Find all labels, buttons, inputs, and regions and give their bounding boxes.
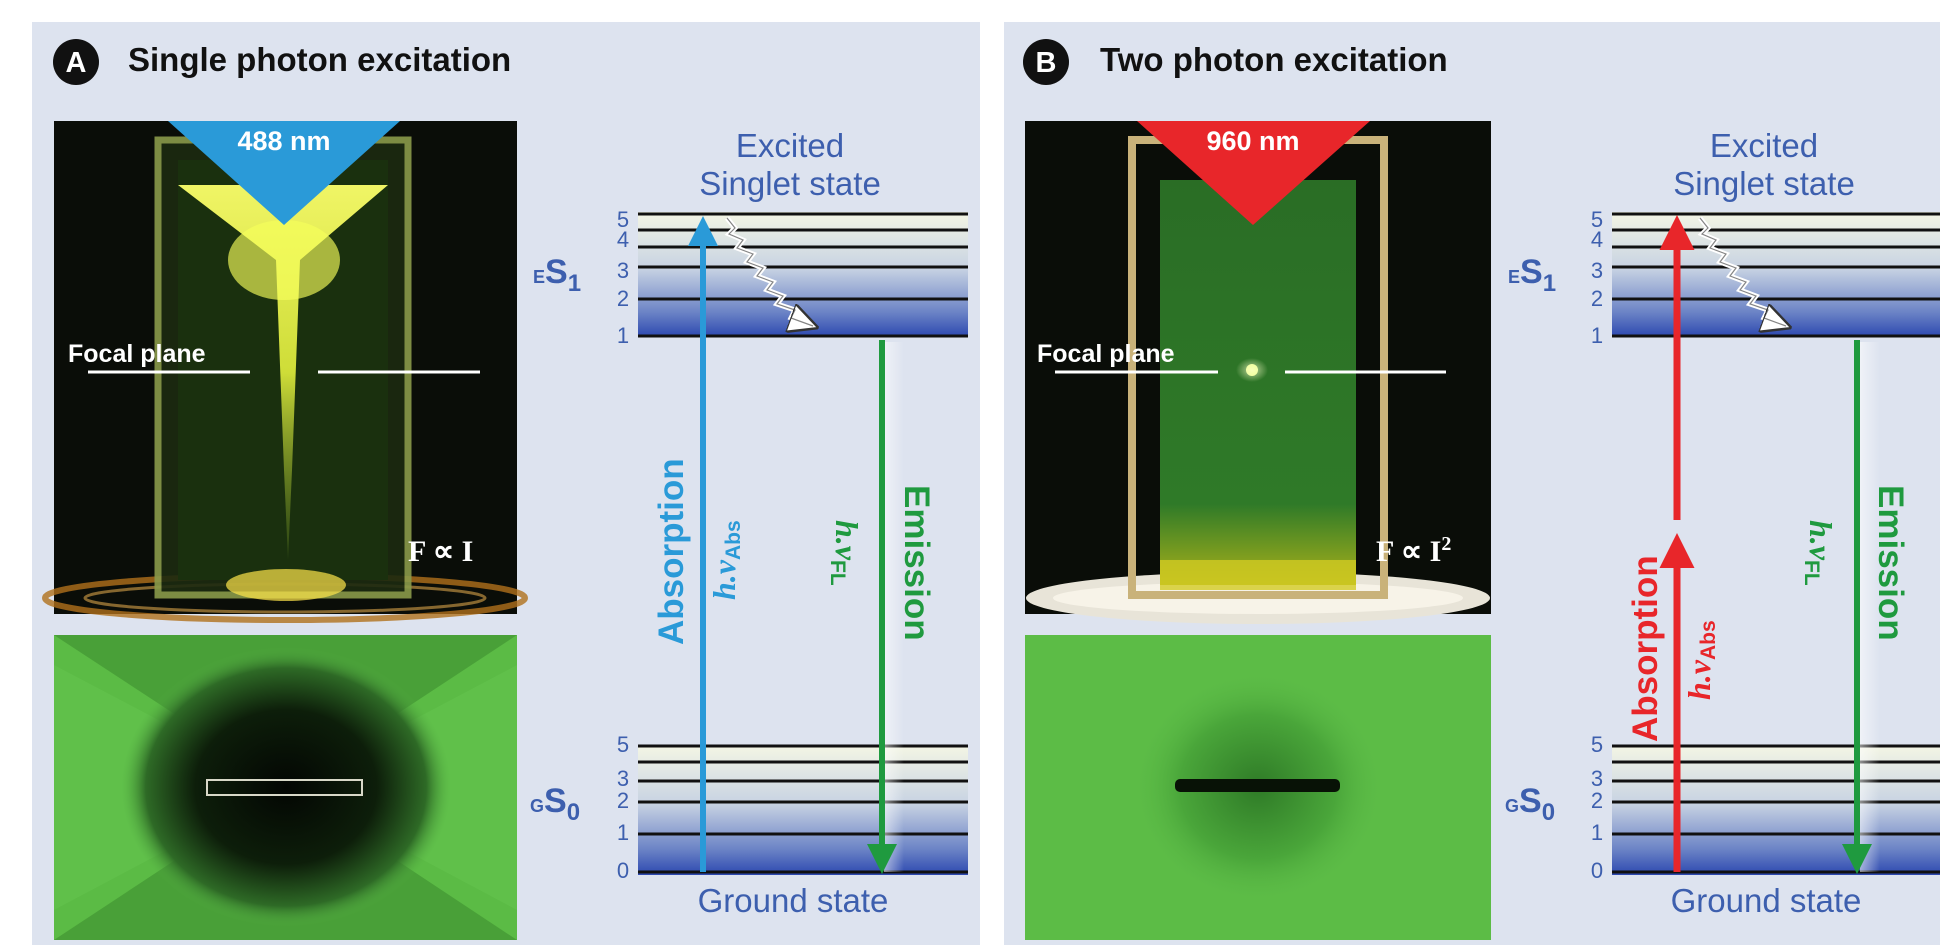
absorption-label-b: Absorption xyxy=(1626,555,1665,742)
relation-a: F ∝ I xyxy=(408,535,473,568)
s1-level-1-a: 1 xyxy=(617,323,629,348)
s0-level-1-b: 1 xyxy=(1591,820,1603,845)
s0-level-0-a: 0 xyxy=(617,858,629,883)
s0-level-2-b: 2 xyxy=(1591,788,1603,813)
s0-band-b xyxy=(1612,745,1940,875)
s0-levels-b xyxy=(1612,744,1940,874)
panel-b-psf-image xyxy=(1025,635,1491,940)
panel-a-cuvette-photo: 488 nm Focal plane F ∝ I xyxy=(42,121,528,623)
panel-a: A Single photon excitation 488 nm Focal … xyxy=(32,22,980,945)
svg-text:B: B xyxy=(1036,47,1057,79)
panel-b-energy-diagram: Excited Singlet state 5 4 3 2 1 ES1 xyxy=(1505,127,1940,919)
emission-label-a: Emission xyxy=(897,485,936,641)
hv-fl-label-a: h.νFL xyxy=(826,520,865,586)
s1-symbol-a: ES1 xyxy=(533,253,581,297)
s1-level-3-a: 3 xyxy=(617,258,629,283)
panel-b-cuvette-photo: 960 nm Focal plane F ∝ I2 xyxy=(1025,121,1491,624)
focal-plane-label-a: Focal plane xyxy=(68,340,206,368)
panel-a-badge: A xyxy=(53,39,99,85)
emission-glow-b xyxy=(1860,342,1880,872)
s1-level-4-a: 4 xyxy=(617,227,629,252)
panel-b-title: Two photon excitation xyxy=(1100,41,1448,78)
panel-divider xyxy=(980,22,1004,945)
emission-glow-a xyxy=(884,342,904,872)
panel-a-energy-diagram: Excited Singlet state 5 4 3 2 1 ES1 xyxy=(530,127,968,919)
hv-abs-label-a: h.νAbs xyxy=(706,520,745,600)
panel-a-title: Single photon excitation xyxy=(128,41,511,78)
laser-arrow-blue xyxy=(168,121,400,225)
absorption-label-a: Absorption xyxy=(652,458,691,645)
excited-state-line1-a: Excited xyxy=(736,127,844,164)
hv-fl-label-b: h.νFL xyxy=(1800,520,1839,586)
focal-volume-box-a xyxy=(206,779,363,796)
ground-state-label-a: Ground state xyxy=(698,882,889,919)
panel-b: B Two photon excitation 960 nm Focal pla… xyxy=(1004,22,1940,945)
emission-label-b: Emission xyxy=(1871,485,1910,641)
s0-band-a xyxy=(638,745,968,875)
s1-symbol-b: ES1 xyxy=(1508,253,1556,297)
s1-level-4-b: 4 xyxy=(1591,227,1603,252)
excited-state-line1-b: Excited xyxy=(1710,127,1818,164)
relation-b: F ∝ I2 xyxy=(1376,533,1451,568)
excited-state-line2-b: Singlet state xyxy=(1673,165,1855,202)
s1-level-3-b: 3 xyxy=(1591,258,1603,283)
wavelength-label-a: 488 nm xyxy=(237,126,330,156)
s0-symbol-a: GS0 xyxy=(530,782,580,826)
s1-level-2-a: 2 xyxy=(617,286,629,311)
ground-state-label-b: Ground state xyxy=(1671,882,1862,919)
s0-level-2-a: 2 xyxy=(617,788,629,813)
s1-level-5-b: 5 xyxy=(1591,207,1603,232)
s1-level-2-b: 2 xyxy=(1591,286,1603,311)
s1-level-1-b: 1 xyxy=(1591,323,1603,348)
s0-level-3-b: 3 xyxy=(1591,766,1603,791)
hv-abs-label-b: h.νAbs xyxy=(1681,620,1720,700)
s0-level-0-b: 0 xyxy=(1591,858,1603,883)
panel-a-psf-image xyxy=(54,635,517,940)
s1-level-5-a: 5 xyxy=(617,207,629,232)
s0-levels-a xyxy=(638,744,968,874)
wavelength-label-b: 960 nm xyxy=(1206,126,1299,156)
s0-level-5-a: 5 xyxy=(617,732,629,757)
laser-arrow-red xyxy=(1137,121,1370,225)
focal-plane-label-b: Focal plane xyxy=(1037,340,1175,368)
focal-volume-b xyxy=(1175,779,1340,792)
svg-text:A: A xyxy=(66,47,87,79)
s1-levels-b xyxy=(1612,212,1940,338)
s0-level-1-a: 1 xyxy=(617,820,629,845)
s0-symbol-b: GS0 xyxy=(1505,782,1555,826)
s0-level-3-a: 3 xyxy=(617,766,629,791)
excited-state-line2-a: Singlet state xyxy=(699,165,881,202)
panel-b-badge: B xyxy=(1023,39,1069,85)
s0-level-5-b: 5 xyxy=(1591,732,1603,757)
